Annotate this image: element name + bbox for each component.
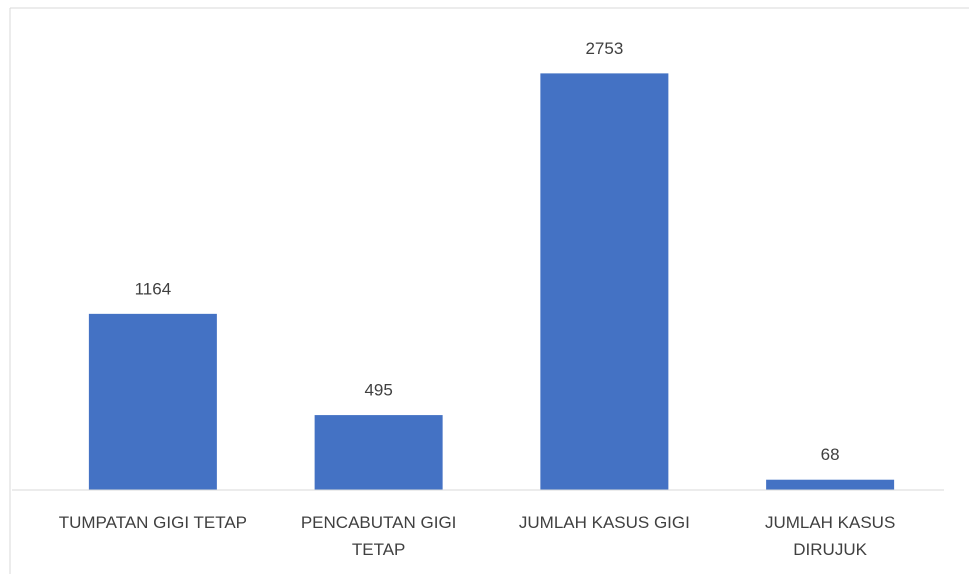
x-tick-label: JUMLAH KASUS DIRUJUK xyxy=(764,513,896,559)
bar xyxy=(88,313,217,490)
x-tick-label: TUMPATAN GIGI TETAP xyxy=(58,513,248,532)
data-label: 68 xyxy=(821,445,840,464)
bar xyxy=(314,415,443,490)
data-label: 2753 xyxy=(585,39,623,58)
x-tick-label: PENCABUTAN GIGI TETAP xyxy=(300,513,457,559)
data-label: 1164 xyxy=(135,279,172,298)
bar xyxy=(766,479,895,490)
x-tick-label: JUMLAH KASUS GIGI xyxy=(518,513,690,532)
data-label: 495 xyxy=(364,381,392,400)
bar xyxy=(540,73,669,490)
